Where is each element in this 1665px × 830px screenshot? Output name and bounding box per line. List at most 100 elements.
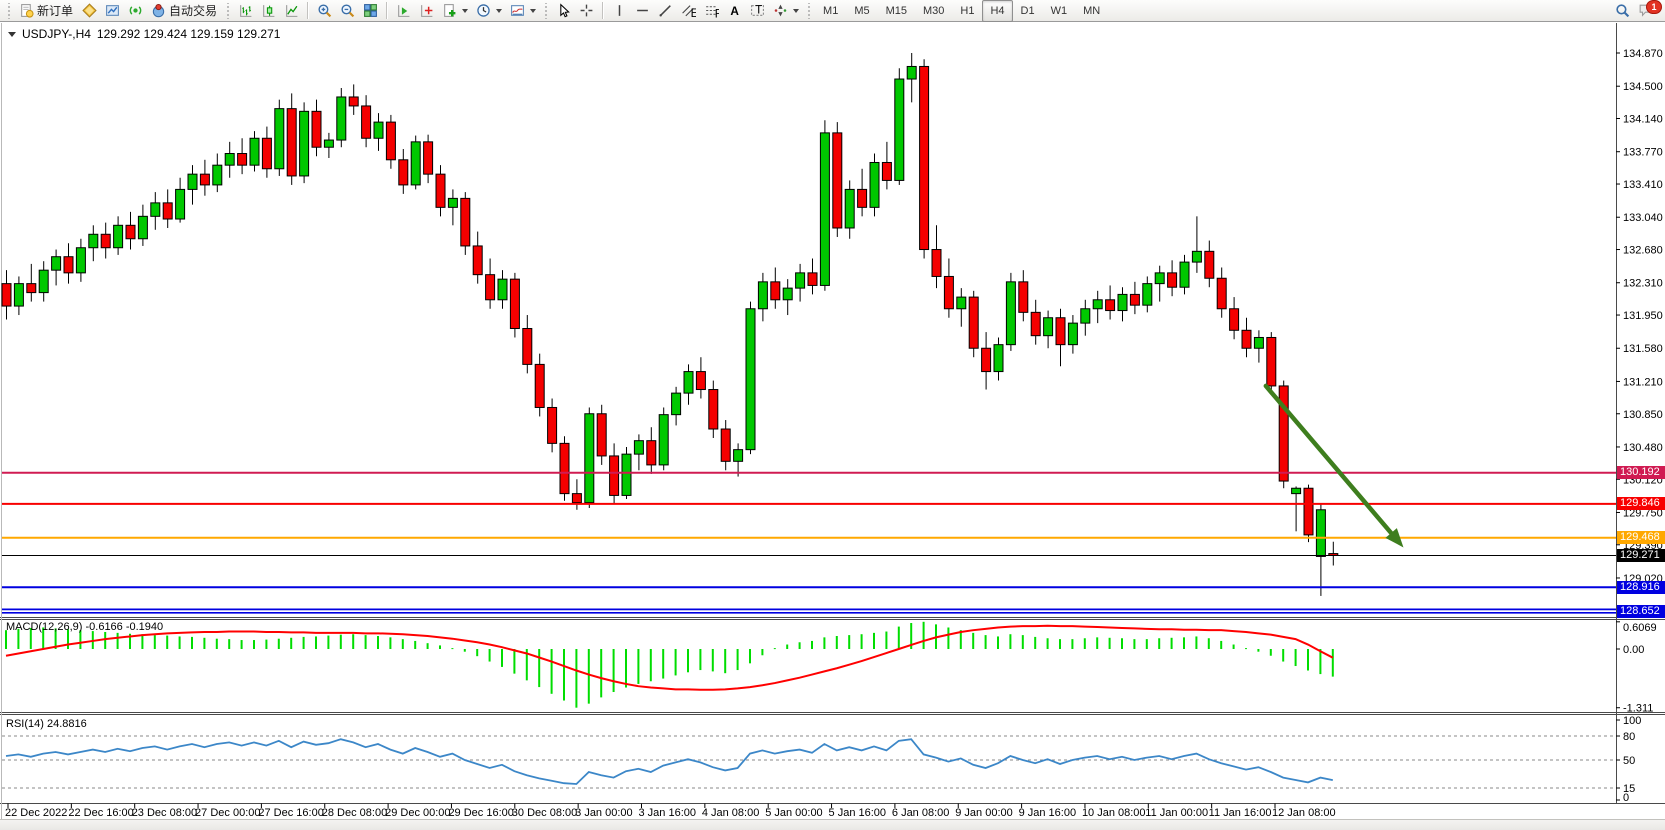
price-axis[interactable]: 134.870 134.500 134.140 133.770 133.410 133.0… <box>1616 48 1663 804</box>
candle-body-bull <box>323 139 334 148</box>
candle-body-bull <box>410 141 421 186</box>
macd-histogram-bar <box>401 639 404 649</box>
toolbar-separator <box>307 2 310 19</box>
new-order-button[interactable]: 新订单 <box>15 0 78 22</box>
macd-histogram-bar <box>488 649 491 662</box>
templates-button[interactable] <box>506 0 540 22</box>
macd-histogram-bar <box>525 649 528 681</box>
macd-panel[interactable] <box>5 621 1334 708</box>
macd-histogram-bar <box>302 636 305 649</box>
zoom-out-button[interactable] <box>336 0 359 22</box>
candle-body-bear <box>522 328 533 365</box>
macd-histogram-bar <box>67 629 69 649</box>
candle-body-bull <box>869 161 880 208</box>
macd-histogram-bar <box>1108 637 1111 649</box>
auto-trading-label: 自动交易 <box>169 4 218 18</box>
periods-dropdown-caret[interactable] <box>496 8 503 13</box>
horizontal-line-button[interactable] <box>631 0 654 22</box>
macd-histogram-bar <box>1195 636 1198 649</box>
candle-body-bear <box>1030 311 1041 337</box>
toolbar-drag-handle[interactable] <box>807 2 812 19</box>
time-axis-label: 28 Dec 08:00 <box>322 807 387 819</box>
bar-chart-button[interactable] <box>234 0 257 22</box>
vertical-line-icon <box>612 3 627 18</box>
macd-scale-label: -1.311 <box>1623 703 1653 715</box>
timeframe-button-m30[interactable]: M30 <box>923 4 945 17</box>
macd-histogram-bar <box>1009 634 1012 649</box>
zoom-in-button[interactable] <box>313 0 336 22</box>
candle-body-bull <box>88 233 99 249</box>
market-watch-button[interactable] <box>101 0 124 22</box>
candle-body-bull <box>1179 261 1190 288</box>
vertical-line-button[interactable] <box>608 0 631 22</box>
macd-histogram-bar <box>1282 649 1285 662</box>
arrows-dropdown-caret[interactable] <box>793 8 800 13</box>
fibonacci-button[interactable]: F <box>700 0 723 22</box>
notifications-button[interactable]: 1 <box>1634 0 1662 22</box>
macd-histogram-bar <box>476 649 479 657</box>
toolbar-separator <box>386 2 389 19</box>
timeframe-button-d1[interactable]: D1 <box>1020 4 1035 17</box>
crosshair-button[interactable] <box>575 0 598 22</box>
macd-histogram-bar <box>848 635 851 649</box>
equidistant-channel-button[interactable]: E <box>677 0 700 22</box>
timeframe-button-m1[interactable]: M1 <box>823 4 839 17</box>
trend-arrow-annotation[interactable] <box>1263 383 1404 548</box>
add-indicator-dropdown-caret[interactable] <box>462 8 469 13</box>
toolbar-drag-handle[interactable] <box>7 2 11 19</box>
timeframe-button-h4[interactable]: H4 <box>982 0 1013 22</box>
candle-body-bear <box>547 406 558 444</box>
profiles-button[interactable] <box>78 0 101 22</box>
candle-body-bear <box>807 272 818 286</box>
objects-window-button[interactable] <box>415 0 438 22</box>
templates-icon <box>510 3 525 18</box>
arrows-button[interactable] <box>769 0 803 22</box>
tile-windows-button[interactable] <box>359 0 382 22</box>
market-watch-icon <box>105 3 120 18</box>
timeframe-button-m5[interactable]: M5 <box>854 4 870 17</box>
toolbar-drag-handle[interactable] <box>226 2 231 19</box>
indicators-window-button[interactable] <box>392 0 415 22</box>
candle-body-bull <box>658 414 669 466</box>
candle-body-bear <box>1229 308 1240 331</box>
macd-histogram-bar <box>885 631 888 649</box>
timeframe-button-mn[interactable]: MN <box>1083 4 1101 17</box>
time-axis-label: 22 Dec 16:00 <box>68 807 133 819</box>
search-button[interactable] <box>1611 0 1634 22</box>
text-label-button[interactable]: T <box>746 0 769 22</box>
timeframe-button-m15[interactable]: M15 <box>885 4 907 17</box>
auto-trading-button[interactable]: 自动交易 <box>147 0 222 22</box>
rsi-scale-label: 100 <box>1623 715 1641 727</box>
macd-histogram-bar <box>1046 638 1049 649</box>
trend-line-button[interactable] <box>654 0 677 22</box>
candle-body-bear <box>1105 299 1116 312</box>
rsi-line <box>5 738 1333 785</box>
macd-scale-label: 0.00 <box>1623 644 1644 656</box>
macd-histogram-bar <box>922 621 925 649</box>
macd-histogram-bar <box>1083 638 1086 649</box>
macd-histogram-bar <box>897 626 900 649</box>
chart-title-collapse-icon[interactable] <box>8 32 16 37</box>
candle-body-bull <box>38 269 49 294</box>
signals-button[interactable] <box>124 0 147 22</box>
rsi-scale-label: 50 <box>1623 755 1635 767</box>
templates-dropdown-caret[interactable] <box>530 8 537 13</box>
time-axis-label: 27 Dec 00:00 <box>195 807 260 819</box>
macd-histogram-bar <box>711 649 714 672</box>
text-icon: A <box>727 3 742 18</box>
cursor-button[interactable] <box>552 0 575 22</box>
timeframe-button-w1[interactable]: W1 <box>1050 4 1068 17</box>
price-tick-label: 134.870 <box>1623 48 1663 60</box>
toolbar-drag-handle[interactable] <box>544 2 549 19</box>
rsi-panel[interactable] <box>2 735 1616 789</box>
periods-button[interactable] <box>472 0 506 22</box>
objects-window-icon <box>419 3 434 18</box>
candlestick-chart-button[interactable] <box>257 0 280 22</box>
timeframe-button-h1[interactable]: H1 <box>960 4 975 17</box>
add-indicator-button[interactable] <box>438 0 472 22</box>
line-chart-button[interactable] <box>280 0 303 22</box>
text-button[interactable]: A <box>723 0 746 22</box>
line-chart-icon <box>284 3 299 18</box>
